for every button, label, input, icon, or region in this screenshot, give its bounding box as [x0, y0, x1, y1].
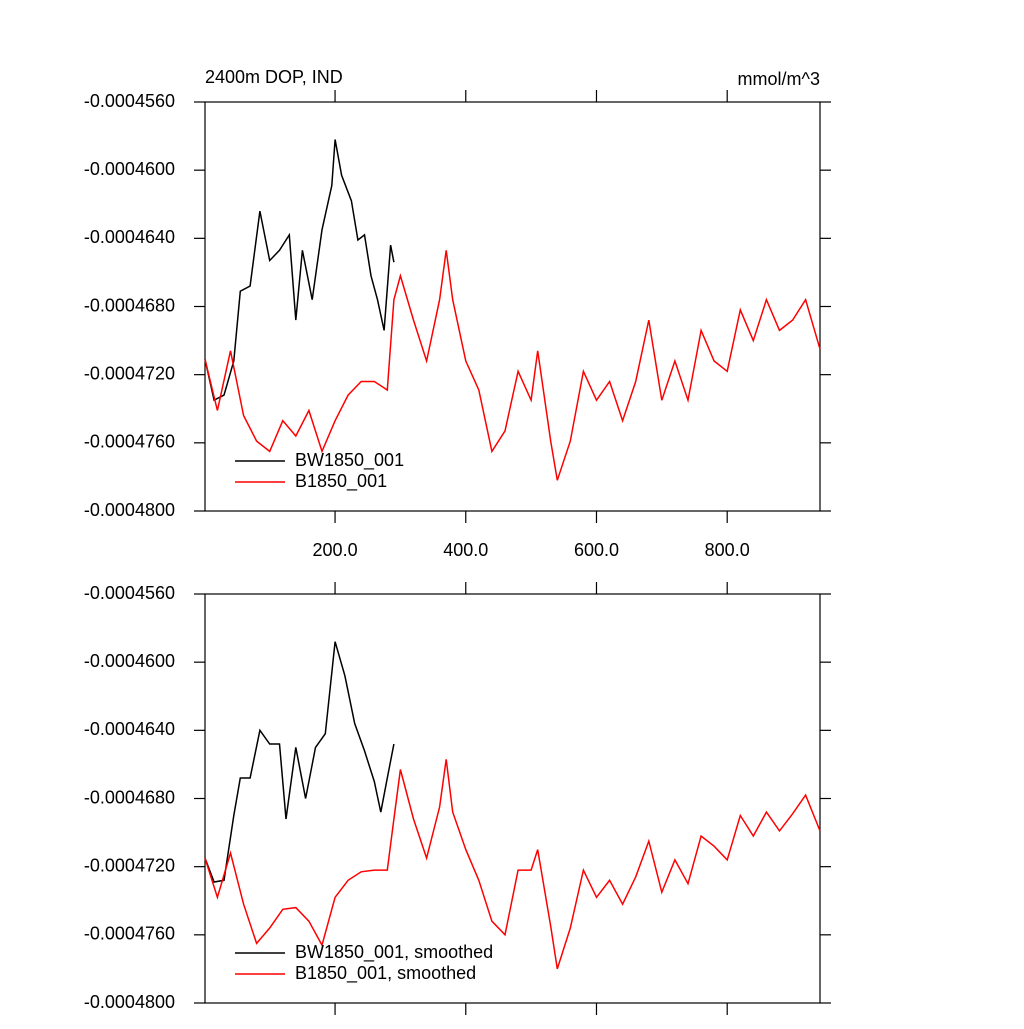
- y-tick-label: -0.0004720: [84, 855, 175, 875]
- legend-label: B1850_001, smoothed: [295, 963, 476, 984]
- legend-label: BW1850_001, smoothed: [295, 942, 493, 963]
- y-tick-label: -0.0004680: [84, 295, 175, 315]
- y-tick-label: -0.0004760: [84, 924, 175, 944]
- series-line: [204, 250, 821, 481]
- y-tick-label: -0.0004560: [84, 583, 175, 603]
- series-line: [204, 759, 821, 970]
- legend-label: B1850_001: [295, 471, 387, 492]
- y-tick-label: -0.0004720: [84, 363, 175, 383]
- x-tick-label: 800.0: [705, 540, 750, 560]
- y-tick-label: -0.0004600: [84, 159, 175, 179]
- x-tick-label: 400.0: [443, 540, 488, 560]
- x-tick-label: 600.0: [574, 540, 619, 560]
- legend-label: BW1850_001: [295, 450, 404, 471]
- y-tick-label: -0.0004640: [84, 227, 175, 247]
- y-tick-label: -0.0004800: [84, 500, 175, 520]
- chart-title: 2400m DOP, IND: [205, 67, 343, 87]
- y-tick-label: -0.0004680: [84, 787, 175, 807]
- y-tick-label: -0.0004600: [84, 651, 175, 671]
- y-tick-label: -0.0004560: [84, 91, 175, 111]
- units-label: mmol/m^3: [738, 69, 820, 89]
- series-line: [204, 641, 395, 883]
- y-tick-label: -0.0004760: [84, 432, 175, 452]
- x-tick-label: 200.0: [313, 540, 358, 560]
- series-line: [204, 139, 395, 402]
- y-tick-label: -0.0004640: [84, 719, 175, 739]
- y-tick-label: -0.0004800: [84, 992, 175, 1012]
